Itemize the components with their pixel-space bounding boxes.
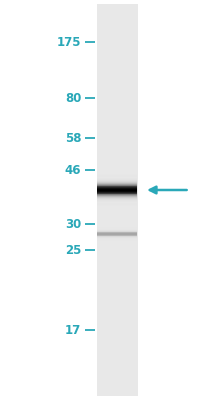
Bar <box>97 184 137 185</box>
Bar <box>97 183 137 184</box>
Text: 30: 30 <box>65 218 81 230</box>
Bar <box>97 176 137 177</box>
Text: 58: 58 <box>65 132 81 144</box>
Bar <box>97 191 137 192</box>
Bar <box>97 194 137 195</box>
Text: 25: 25 <box>65 244 81 256</box>
Bar <box>97 175 137 176</box>
Bar <box>97 189 137 190</box>
Bar <box>97 190 137 191</box>
Text: 175: 175 <box>57 36 81 48</box>
Bar <box>97 178 137 179</box>
Bar <box>97 186 137 187</box>
Bar <box>97 192 137 193</box>
Bar <box>97 195 137 196</box>
Bar <box>97 177 137 178</box>
Bar <box>97 185 137 186</box>
Bar <box>97 196 137 197</box>
Bar <box>97 181 137 182</box>
Bar <box>97 174 137 175</box>
Bar <box>97 187 137 188</box>
Bar <box>97 179 137 180</box>
Bar <box>97 183 137 184</box>
Bar <box>97 185 137 186</box>
Bar <box>97 202 137 203</box>
Bar <box>97 187 137 188</box>
Bar <box>97 205 137 206</box>
Bar <box>97 4 138 396</box>
Bar <box>97 196 137 197</box>
Bar <box>97 193 137 194</box>
Bar <box>97 197 137 198</box>
Bar <box>97 189 137 190</box>
Bar <box>97 200 137 201</box>
Bar <box>97 199 137 200</box>
Text: 80: 80 <box>65 92 81 104</box>
Bar <box>97 201 137 202</box>
Bar <box>97 178 137 179</box>
Text: 17: 17 <box>65 324 81 336</box>
Bar <box>97 201 137 202</box>
Bar <box>97 190 137 191</box>
Bar <box>97 180 137 181</box>
Bar <box>97 203 137 204</box>
Bar <box>97 192 137 193</box>
Bar <box>97 182 137 183</box>
Bar <box>97 194 137 195</box>
Bar <box>97 198 137 199</box>
Bar <box>97 176 137 177</box>
Bar <box>97 204 137 205</box>
Bar <box>97 203 137 204</box>
Text: 46: 46 <box>65 164 81 176</box>
Bar <box>97 188 137 189</box>
